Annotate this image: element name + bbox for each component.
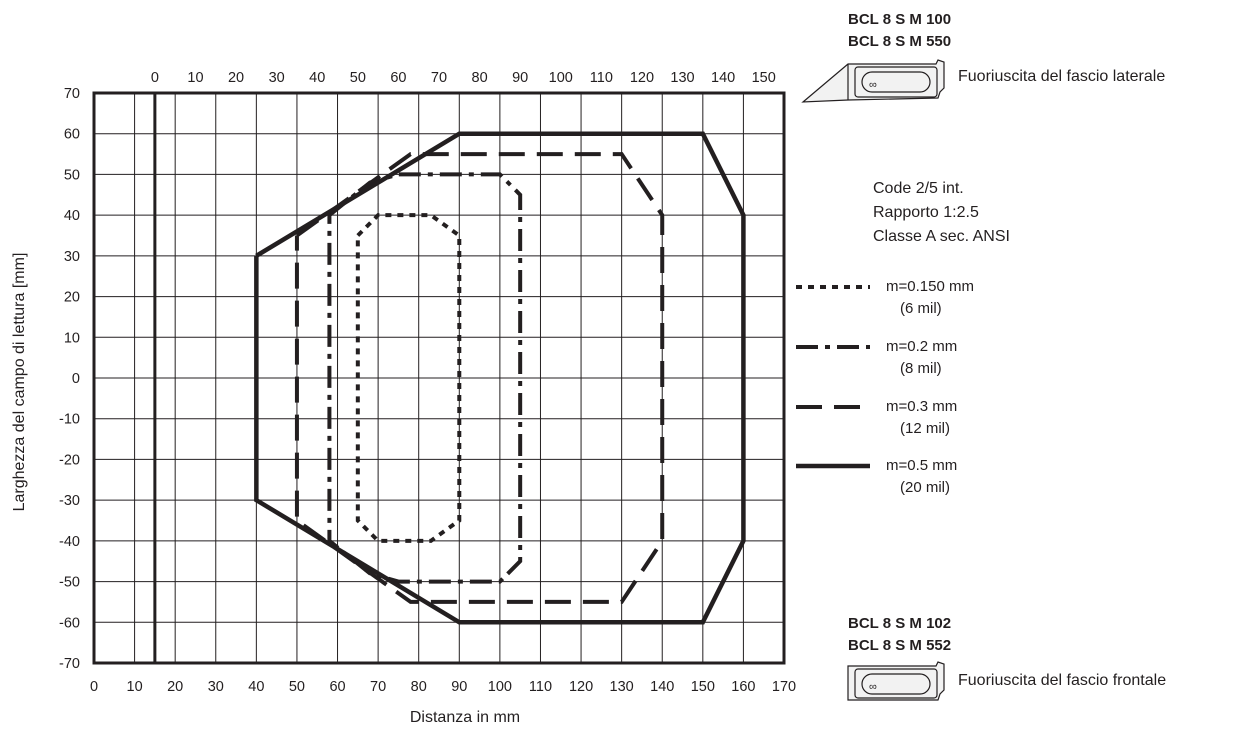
x-tick-label: 110 xyxy=(529,679,552,695)
note-ratio: Rapporto 1:2.5 xyxy=(873,204,979,221)
y-tick-label: -10 xyxy=(59,412,80,428)
x-top-tick-label: 80 xyxy=(472,70,488,86)
note-class: Classe A sec. ANSI xyxy=(873,228,1010,245)
x-tick-label: 0 xyxy=(90,679,98,695)
x-tick-label: 10 xyxy=(127,679,143,695)
x-tick-label: 20 xyxy=(167,679,183,695)
x-top-tick-label: 0 xyxy=(151,70,159,86)
legend-sublabel: (12 mil) xyxy=(900,420,950,437)
x-tick-label: 80 xyxy=(411,679,427,695)
x-tick-label: 170 xyxy=(772,679,796,695)
frontal-caption: Fuoriuscita del fascio frontale xyxy=(958,672,1166,689)
x-top-tick-label: 90 xyxy=(512,70,528,86)
legend-sublabel: (6 mil) xyxy=(900,300,942,317)
series-layer xyxy=(254,131,746,625)
y-tick-label: 50 xyxy=(64,167,80,183)
x-tick-labels: 0 10 20 30 40 50 60 70 80 90 100 110 120 130 140 150 160… xyxy=(90,679,796,695)
legend-label: m=0.150 mm xyxy=(886,278,974,295)
x-top-tick-label: 120 xyxy=(630,70,654,86)
legend-label: m=0.5 mm xyxy=(886,457,957,474)
x-top-tick-labels: 0 10 20 30 40 50 60 70 80 90 100 110 120 130 140 150 xyxy=(151,70,776,86)
x-top-tick-label: 70 xyxy=(431,70,447,86)
frontal-model-1: BCL 8 S M 102 xyxy=(848,615,951,632)
y-tick-label: 20 xyxy=(64,290,80,306)
legend-sublabel: (8 mil) xyxy=(900,360,942,377)
x-tick-label: 140 xyxy=(650,679,674,695)
y-tick-label: 70 xyxy=(64,86,80,102)
x-top-tick-label: 40 xyxy=(309,70,325,86)
x-tick-label: 70 xyxy=(370,679,386,695)
x-tick-label: 130 xyxy=(610,679,634,695)
x-tick-label: 30 xyxy=(208,679,224,695)
lateral-model-2: BCL 8 S M 550 xyxy=(848,33,951,50)
svg-text:∞: ∞ xyxy=(869,681,877,693)
y-tick-label: -70 xyxy=(59,656,80,672)
y-tick-label: 30 xyxy=(64,249,80,265)
y-tick-label: 10 xyxy=(64,330,80,346)
x-tick-label: 50 xyxy=(289,679,305,695)
series-line-solid xyxy=(254,131,746,625)
svg-text:∞: ∞ xyxy=(869,79,877,91)
y-tick-label: -50 xyxy=(59,575,80,591)
x-top-tick-label: 50 xyxy=(350,70,366,86)
y-tick-label: -60 xyxy=(59,615,80,631)
x-tick-label: 120 xyxy=(569,679,593,695)
x-tick-label: 100 xyxy=(488,679,512,695)
lateral-scanner-icon: ∞ xyxy=(801,59,945,103)
legend-sublabel: (20 mil) xyxy=(900,479,950,496)
y-tick-labels: 70 60 50 40 30 20 10 0 -10 -20 -30 -40 -50 -60 -70 xyxy=(59,86,80,672)
frontal-model-2: BCL 8 S M 552 xyxy=(848,637,951,654)
y-tick-label: -40 xyxy=(59,534,80,550)
x-top-tick-label: 10 xyxy=(187,70,203,86)
y-tick-label: 0 xyxy=(72,371,80,387)
legend-label: m=0.3 mm xyxy=(886,398,957,415)
legend-label: m=0.2 mm xyxy=(886,338,957,355)
y-axis-title: Larghezza del campo di lettura [mm] xyxy=(11,253,28,512)
legend: m=0.150 mm (6 mil) m=0.2 mm (8 mil) m=0.3 mm… xyxy=(796,278,974,496)
x-tick-label: 90 xyxy=(451,679,467,695)
lateral-model-1: BCL 8 S M 100 xyxy=(848,11,951,28)
x-axis-title: Distanza in mm xyxy=(410,709,520,726)
x-top-tick-label: 110 xyxy=(590,70,613,86)
series-line-dotted xyxy=(355,213,462,543)
x-top-tick-label: 60 xyxy=(390,70,406,86)
x-tick-label: 60 xyxy=(329,679,345,695)
y-tick-label: 40 xyxy=(64,208,80,224)
frontal-scanner-icon: ∞ xyxy=(847,661,945,701)
x-top-tick-label: 140 xyxy=(711,70,735,86)
x-top-tick-label: 100 xyxy=(549,70,573,86)
x-top-tick-label: 130 xyxy=(670,70,694,86)
x-tick-label: 150 xyxy=(691,679,715,695)
x-top-tick-label: 30 xyxy=(269,70,285,86)
y-tick-label: -30 xyxy=(59,493,80,509)
y-tick-label: -20 xyxy=(59,452,80,468)
lateral-caption: Fuoriuscita del fascio laterale xyxy=(958,68,1165,85)
plot-frame xyxy=(92,91,786,665)
y-tick-label: 60 xyxy=(64,127,80,143)
grid xyxy=(94,93,784,663)
note-code: Code 2/5 int. xyxy=(873,180,964,197)
x-top-tick-label: 20 xyxy=(228,70,244,86)
x-tick-label: 40 xyxy=(248,679,264,695)
x-tick-label: 160 xyxy=(731,679,755,695)
x-top-tick-label: 150 xyxy=(752,70,776,86)
